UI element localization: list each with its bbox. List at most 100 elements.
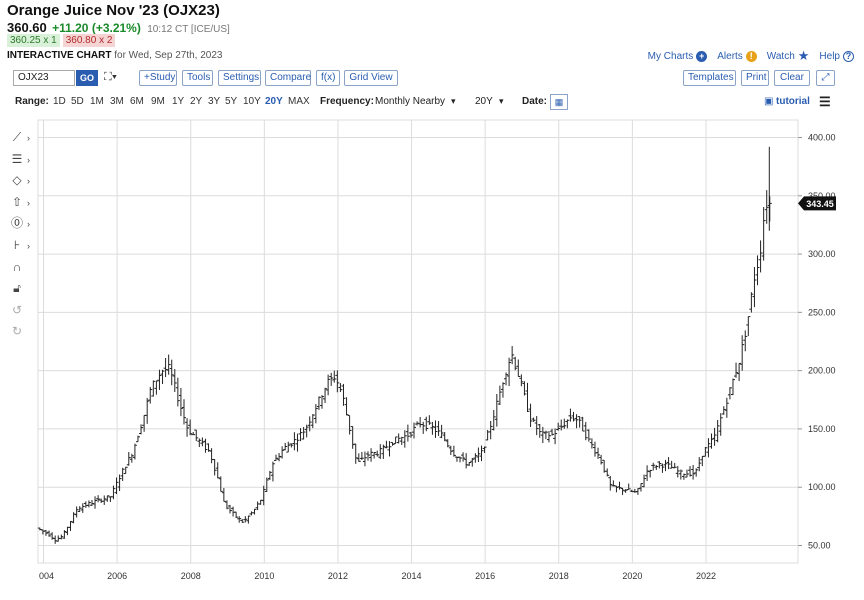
ohlc-bar: [470, 457, 475, 467]
x-tick-label: 2016: [475, 571, 495, 581]
ohlc-bar: [212, 459, 217, 476]
print-button[interactable]: Print: [741, 70, 769, 86]
period-chevron-icon[interactable]: ▾: [499, 96, 504, 106]
ohlc-bar: [375, 450, 380, 457]
period-select[interactable]: 20Y: [475, 96, 493, 107]
range-20y[interactable]: 20Y: [265, 96, 283, 107]
fib-tool-icon[interactable]: ☰ ›: [11, 152, 30, 166]
range-bar: Range: 1D 5D 1M 3M 6M 9M 1Y 2Y 3Y 5Y 10Y…: [7, 94, 837, 110]
ohlc-bar: [430, 421, 435, 435]
x-axis-ticks: 004 2006 2008 2010 2012 2014 2016 2018 2020 2022: [39, 571, 716, 581]
ohlc-bar: [264, 477, 269, 492]
ohlc-bar: [617, 481, 622, 490]
ohlc-bar: [132, 443, 137, 460]
ohlc-bar: [129, 453, 134, 463]
fx-button[interactable]: f(x): [316, 70, 340, 86]
ohlc-bar: [764, 190, 769, 224]
go-button[interactable]: GO: [76, 70, 98, 86]
ohlc-bar: [126, 451, 131, 466]
ohlc-bar: [473, 453, 478, 463]
range-6m[interactable]: 6M: [130, 96, 144, 107]
price-tag-box: [798, 196, 836, 211]
ohlc-bar: [568, 408, 573, 422]
bid-value: 360.25 x 1: [7, 34, 60, 47]
label-tool-icon[interactable]: ⓪ ›: [10, 216, 30, 230]
ohlc-bar: [206, 443, 211, 452]
x-tick-label: 2010: [254, 571, 274, 581]
ohlc-bar: [387, 441, 392, 457]
lock-icon[interactable]: 🔓︎: [13, 281, 21, 295]
ohlc-bar: [657, 461, 662, 469]
range-3y[interactable]: 3Y: [208, 96, 221, 107]
ohlc-bar: [200, 437, 205, 447]
x-tick-label: 2006: [107, 571, 127, 581]
undo-icon[interactable]: ↺: [11, 303, 23, 317]
grid-view-button[interactable]: Grid View: [344, 70, 398, 86]
settings-button[interactable]: Settings: [218, 70, 261, 86]
quote-time: 10:12 CT [ICE/US]: [147, 24, 230, 35]
ohlc-bar: [415, 421, 420, 426]
range-1m[interactable]: 1M: [90, 96, 104, 107]
measure-tool-icon[interactable]: ⊦ ›: [13, 238, 30, 252]
ohlc-bar: [77, 506, 82, 512]
y-tick-label: 200.00: [808, 366, 836, 376]
range-9m[interactable]: 9M: [151, 96, 165, 107]
range-2y[interactable]: 2Y: [190, 96, 203, 107]
range-max[interactable]: MAX: [288, 96, 310, 107]
ohlc-bar: [635, 488, 640, 495]
ohlc-bar: [672, 462, 677, 469]
study-button[interactable]: +Study: [139, 70, 177, 86]
ohlc-bar: [157, 369, 162, 390]
arrow-tool-icon[interactable]: ⇧ ›: [11, 195, 30, 209]
ohlc-bar: [574, 414, 579, 429]
tutorial-link[interactable]: tutorial: [776, 96, 810, 107]
line-tool-icon[interactable]: ⟋ ›: [12, 130, 30, 144]
ohlc-bar: [758, 240, 763, 273]
ohlc-bar: [743, 330, 748, 352]
ohlc-bar: [243, 516, 248, 523]
tools-button[interactable]: Tools: [182, 70, 213, 86]
ohlc-bar: [191, 431, 196, 436]
help-link[interactable]: Help?: [819, 50, 854, 62]
shape-tool-icon[interactable]: ◇ ›: [12, 173, 30, 187]
expand-icon[interactable]: ⤢: [816, 70, 835, 86]
ohlc-bar: [510, 346, 515, 365]
watch-link[interactable]: Watch ★: [767, 48, 810, 64]
x-tick-label: 2022: [696, 571, 716, 581]
ohlc-bar: [163, 358, 168, 378]
range-5y[interactable]: 5Y: [225, 96, 238, 107]
ohlc-bar: [246, 515, 251, 524]
ohlc-bar: [329, 372, 334, 386]
ohlc-bar: [295, 433, 300, 452]
range-3m[interactable]: 3M: [110, 96, 124, 107]
frequency-chevron-icon[interactable]: ▾: [451, 96, 456, 106]
templates-button[interactable]: Templates: [683, 70, 736, 86]
ohlc-bar: [537, 424, 542, 438]
redo-icon[interactable]: ↻: [11, 324, 23, 338]
interactive-chart-label: INTERACTIVE CHART for Wed, Sep 27th, 202…: [7, 50, 222, 61]
chart-type-icon[interactable]: ⛶▾: [104, 71, 118, 83]
calendar-icon[interactable]: ▦: [550, 94, 568, 110]
alerts-link[interactable]: Alerts!: [717, 50, 757, 62]
ohlc-bar: [102, 495, 107, 505]
my-charts-link[interactable]: My Charts +: [648, 50, 708, 62]
clear-button[interactable]: Clear: [774, 70, 810, 86]
symbol-input[interactable]: OJX23: [13, 70, 75, 86]
ohlc-bar: [270, 461, 275, 482]
compare-button[interactable]: Compare: [265, 70, 311, 86]
range-5d[interactable]: 5D: [71, 96, 84, 107]
ohlc-bar: [326, 374, 331, 396]
range-1d[interactable]: 1D: [53, 96, 66, 107]
frequency-select[interactable]: Monthly Nearby: [375, 96, 446, 107]
range-10y[interactable]: 10Y: [243, 96, 261, 107]
ohlc-bar: [494, 394, 499, 427]
magnet-icon[interactable]: ∩: [12, 260, 22, 274]
ohlc-bar: [194, 429, 199, 442]
range-1y[interactable]: 1Y: [172, 96, 185, 107]
ohlc-bar: [338, 383, 343, 393]
ohlc-bar: [755, 255, 760, 286]
menu-icon[interactable]: ☰: [819, 94, 831, 109]
ohlc-bar: [721, 406, 726, 415]
ohlc-bar: [412, 422, 417, 439]
